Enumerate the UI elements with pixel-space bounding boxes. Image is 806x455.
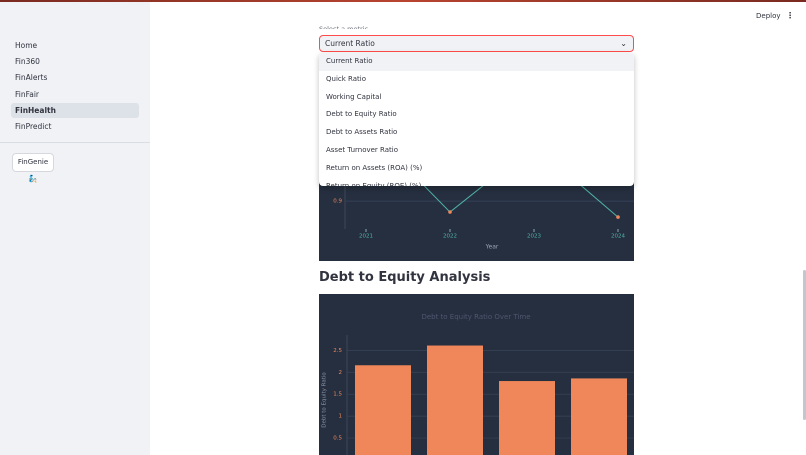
bar <box>355 365 411 455</box>
y-tick-label: 2 <box>339 370 343 376</box>
nav-link[interactable]: FinHealth <box>11 102 139 118</box>
select-label: Select a metric <box>319 25 369 29</box>
x-axis-label: Year <box>485 244 499 251</box>
sidebar: Home Fin360 FinAlerts FinFair FinHealth FinPr… <box>0 0 150 455</box>
nav-link[interactable]: FinAlerts <box>15 73 48 83</box>
select-option[interactable]: Debt to Equity Ratio <box>326 110 397 119</box>
select-option[interactable]: Debt to Assets Ratio <box>326 128 398 137</box>
nav-link[interactable]: FinPredict <box>15 122 52 131</box>
nav-link[interactable]: Home <box>15 41 38 50</box>
select-option[interactable]: Return on Assets (ROA) (%) <box>326 163 423 172</box>
x-tick-label: 2023 <box>527 234 541 240</box>
deploy-button[interactable]: Deploy <box>756 12 781 20</box>
line-marker <box>448 210 452 214</box>
section-heading: Debt to Equity Analysis <box>319 270 491 285</box>
y-tick-label: 0.9 <box>333 199 342 205</box>
y-tick-label: 0.5 <box>333 436 342 442</box>
chart-title: Debt to Equity Ratio Over Time <box>421 313 530 321</box>
select-option[interactable]: Current Ratio <box>319 53 634 71</box>
select-option[interactable]: Return on Equity (ROE) (%) <box>326 181 422 186</box>
bar <box>427 345 483 455</box>
nav-link[interactable]: Fin360 <box>15 57 40 67</box>
select-option[interactable]: Quick Ratio <box>326 74 366 83</box>
debt-chart: Debt to Equity Ratio Over Time Debt to Eq… <box>319 294 634 455</box>
select-option[interactable]: Working Capital <box>326 92 382 101</box>
main-menu[interactable]: ⋮ <box>786 11 794 20</box>
select-value: Current Ratio <box>325 39 375 48</box>
y-axis-label: Debt to Equity Ratio <box>322 372 328 428</box>
select-option[interactable]: Asset Turnover Ratio <box>326 146 399 154</box>
bar <box>571 378 627 455</box>
scrollbar[interactable] <box>803 270 806 420</box>
y-tick-label: 1 <box>339 414 343 420</box>
dropdown-menu: Current Ratio Quick Ratio Working Capital D… <box>319 53 634 186</box>
y-tick-label: 1.5 <box>333 392 342 398</box>
x-tick-label: 2024 <box>611 234 625 240</box>
fingenie-button[interactable]: FinGenie 🧞 <box>12 153 54 183</box>
metric-select[interactable]: Current Ratio ⌄ <box>319 35 634 52</box>
top-decoration <box>0 0 806 2</box>
line-marker <box>616 215 620 219</box>
bar <box>499 381 555 455</box>
x-tick-label: 2021 <box>359 234 373 240</box>
x-tick-label: 2022 <box>443 234 457 240</box>
chevron: ⌄ <box>620 39 627 48</box>
divider <box>0 142 150 143</box>
y-tick-label: 2.5 <box>333 348 342 354</box>
nav-link[interactable]: FinFair <box>15 89 39 99</box>
